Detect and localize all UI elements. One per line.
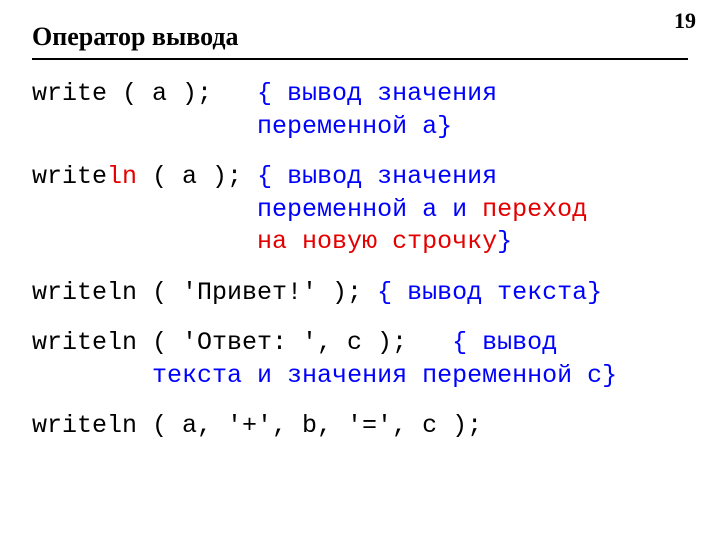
pad	[32, 227, 257, 256]
code-text: writeln ( 'Привет!' );	[32, 278, 377, 307]
page-number: 19	[674, 8, 696, 34]
comment-text: { вывод значения	[257, 79, 512, 108]
comment-text: { вывод	[452, 328, 572, 357]
comment-text-red: на новую строчку	[257, 227, 497, 256]
code-block-4: writeln ( 'Ответ: ', c ); { вывод текста…	[32, 327, 688, 392]
title-rule	[32, 58, 688, 60]
code-text: ( a );	[137, 162, 257, 191]
code-text: write ( a );	[32, 79, 257, 108]
code-block-1: write ( a ); { вывод значения переменной…	[32, 78, 688, 143]
pad	[32, 112, 257, 141]
comment-text: { вывод текста}	[377, 278, 602, 307]
code-text: writeln ( 'Ответ: ', c );	[32, 328, 452, 357]
slide: 19 Оператор вывода write ( a ); { вывод …	[0, 0, 720, 540]
code-block-2: writeln ( a ); { вывод значения переменн…	[32, 161, 688, 259]
pad	[32, 195, 257, 224]
code-block-3: writeln ( 'Привет!' ); { вывод текста}	[32, 277, 688, 310]
code-block-5: writeln ( a, '+', b, '=', c );	[32, 410, 688, 443]
comment-text: текста и значения переменной c}	[152, 361, 617, 390]
code-text-red: ln	[107, 162, 137, 191]
comment-text-red: переход	[482, 195, 602, 224]
comment-text: переменной a и	[257, 195, 482, 224]
slide-title: Оператор вывода	[32, 22, 688, 52]
code-text: writeln ( a, '+', b, '=', c );	[32, 411, 482, 440]
comment-text: переменной a}	[257, 112, 452, 141]
pad	[32, 361, 152, 390]
code-text: write	[32, 162, 107, 191]
comment-text: { вывод значения	[257, 162, 512, 191]
comment-text: }	[497, 227, 512, 256]
